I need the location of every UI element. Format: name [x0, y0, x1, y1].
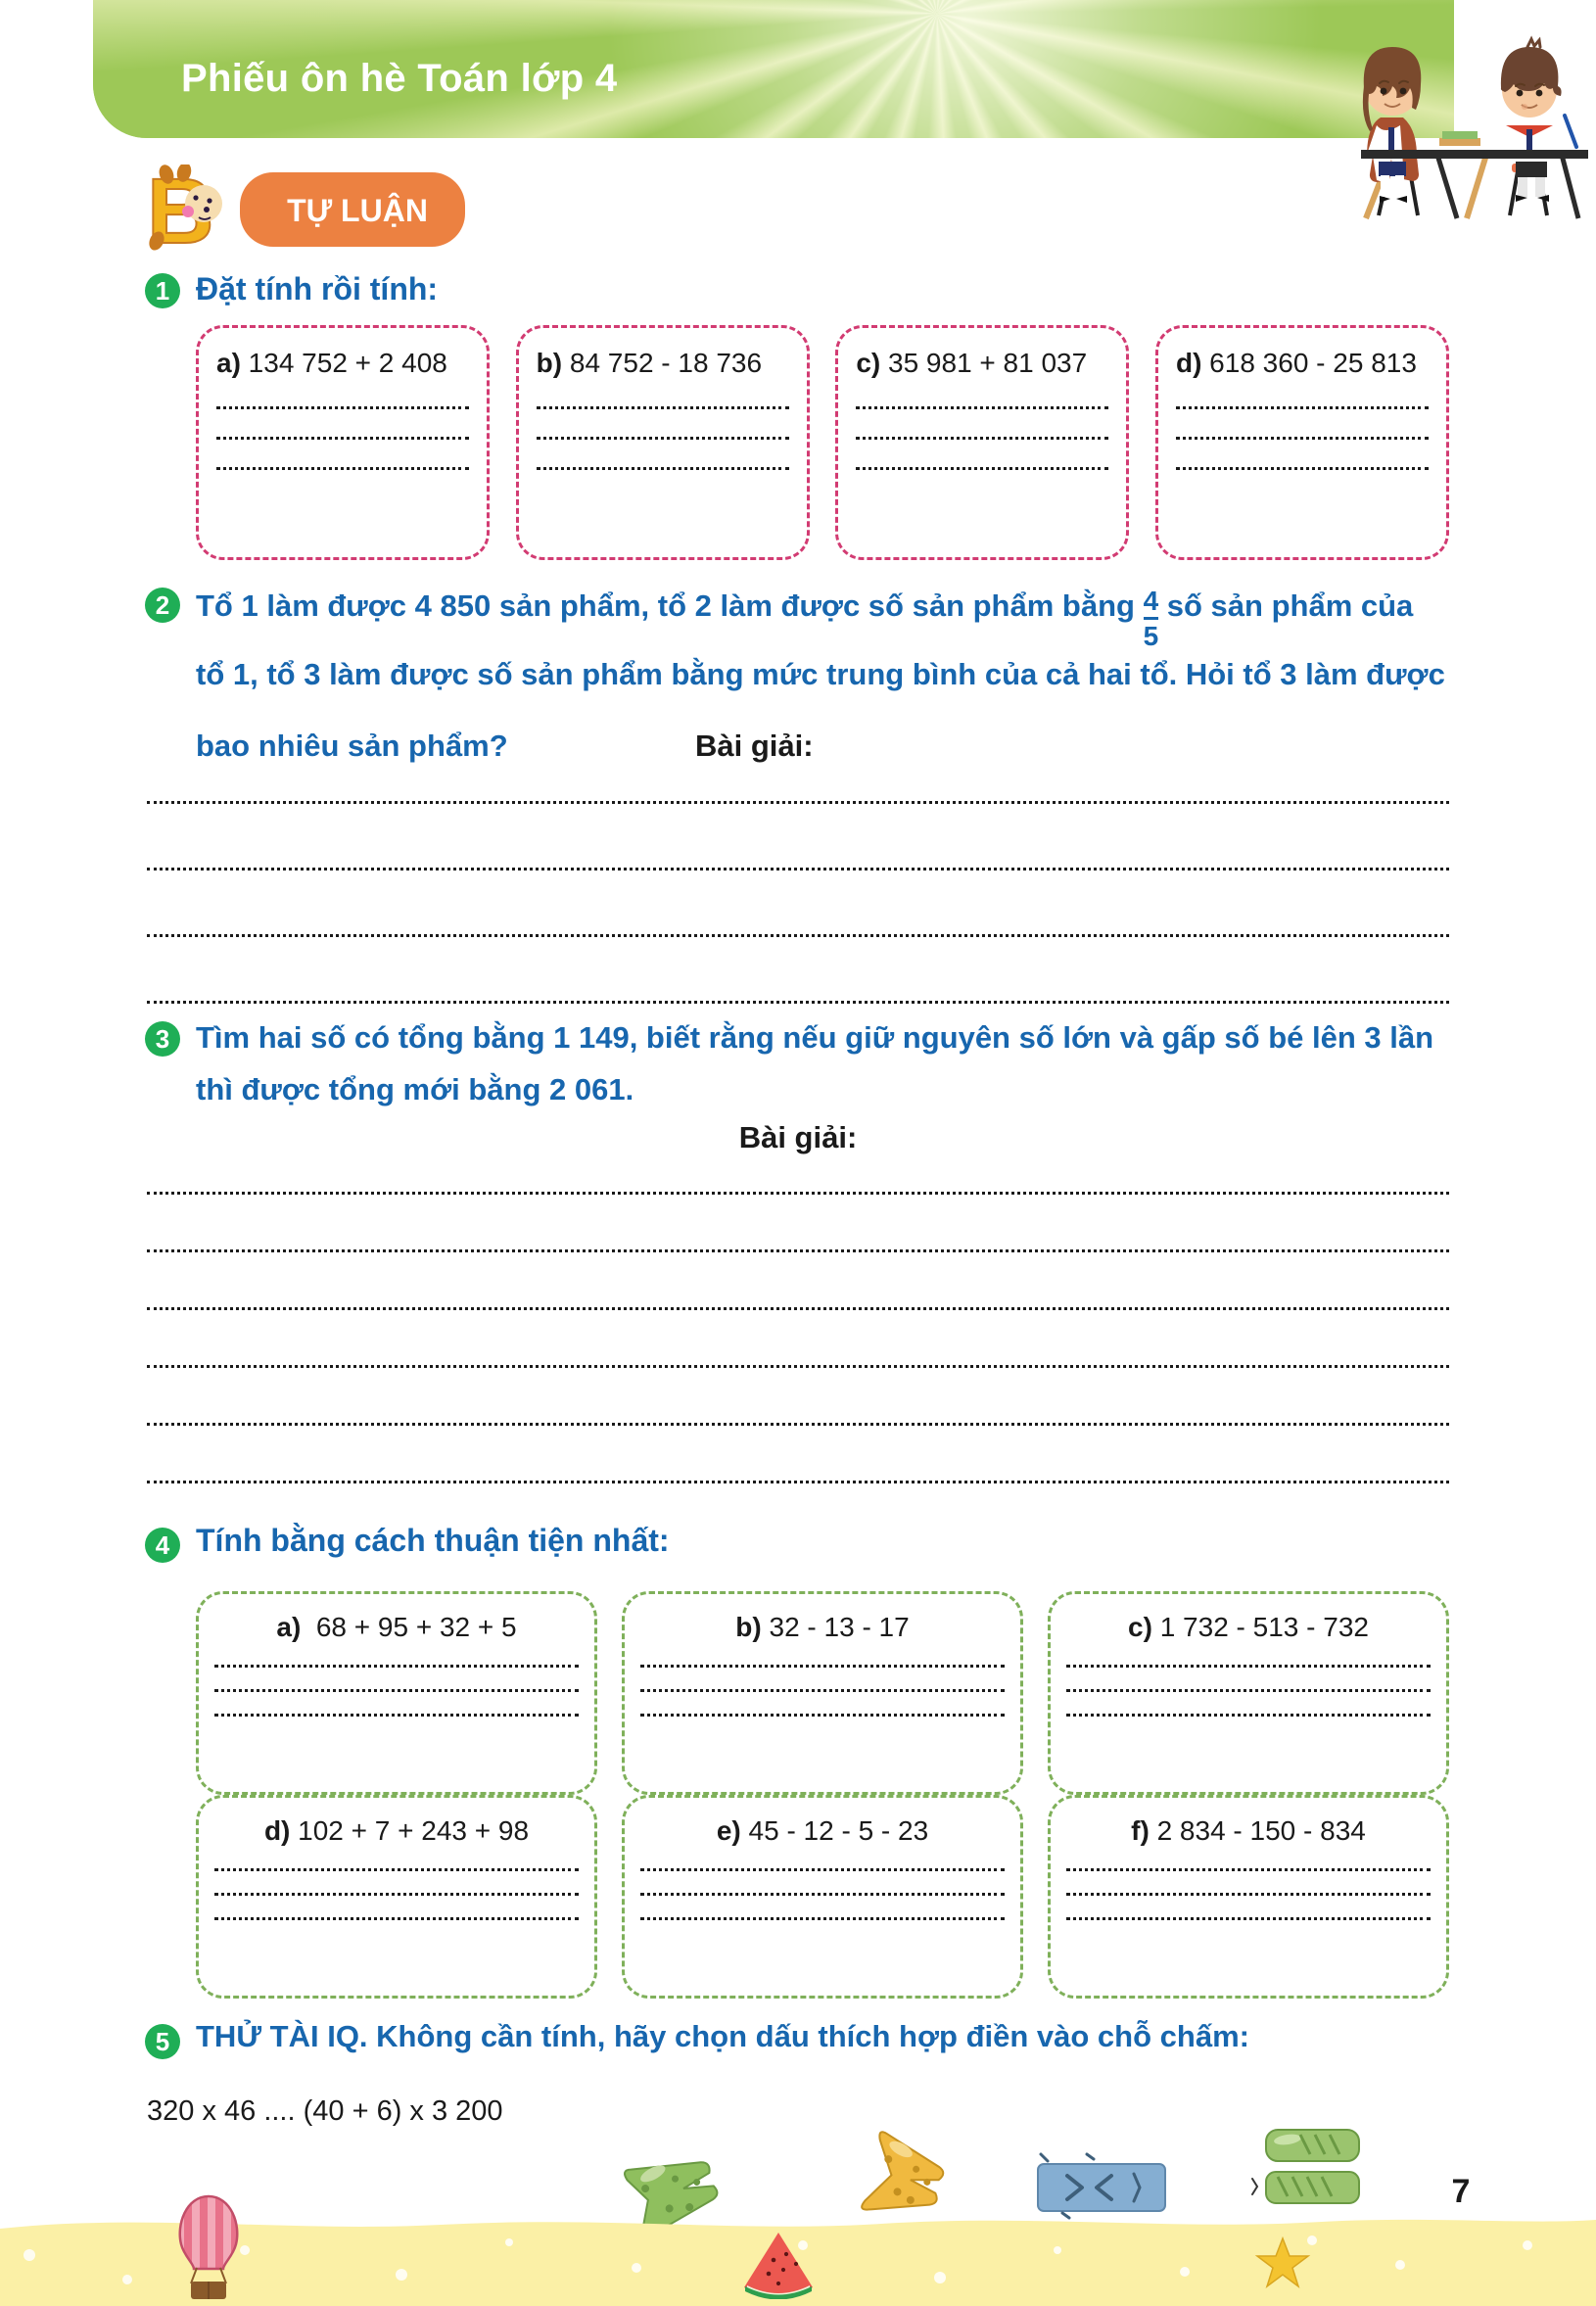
svg-text:TỰ LUẬN: TỰ LUẬN [287, 193, 428, 228]
